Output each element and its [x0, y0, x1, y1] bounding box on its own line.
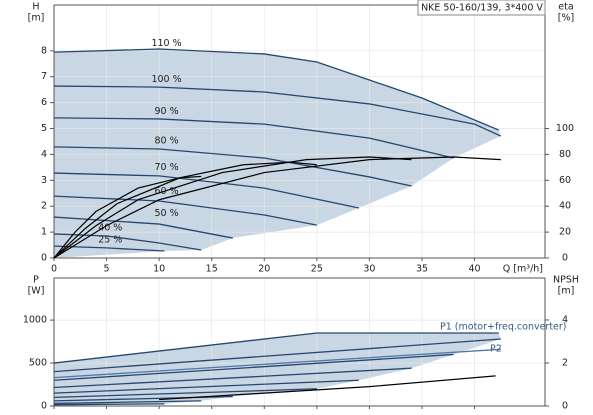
curve [53, 332, 499, 364]
x-tick-label: 5 [104, 264, 110, 275]
secondary-curve [159, 375, 496, 401]
curve-label: 70 % [154, 162, 178, 173]
curve-label: 40 % [98, 222, 122, 233]
x-tick-label: 35 [416, 264, 428, 275]
curve [53, 379, 359, 394]
curve-label: 110 % [151, 38, 181, 49]
y2-axis-label: eta [558, 2, 573, 13]
secondary-curve [53, 156, 501, 259]
y-tick-label: 2 [41, 201, 47, 212]
y2-axis-unit: [%] [558, 13, 574, 24]
annotation: P2 [490, 344, 502, 355]
y-tick-label: 0 [41, 253, 47, 264]
y2-tick-label: 100 [556, 123, 574, 134]
y-tick-label: 3 [41, 175, 47, 186]
y-tick-label: 5 [41, 123, 47, 134]
curve [53, 48, 499, 131]
x-tick-label: 20 [258, 264, 270, 275]
y2-tick-label: 60 [559, 175, 571, 186]
y2-tick-label: 80 [559, 149, 571, 160]
curve [53, 85, 502, 137]
y-tick-label: 0 [41, 401, 47, 412]
secondary-curve [53, 156, 412, 259]
curve [53, 195, 317, 226]
x-tick-label: 25 [311, 264, 323, 275]
curve [53, 338, 501, 373]
y-axis-unit: [m] [28, 13, 45, 24]
curve [53, 400, 202, 405]
plot: 0 500 1000 0 2 4 P[W] NPSH[m] P1 (motor+freq.con… [23, 275, 579, 412]
title-box [417, 0, 546, 16]
y2-axis-unit: [m] [558, 286, 575, 297]
y-tick-label: 6 [41, 97, 47, 108]
y-tick-label: 7 [41, 71, 47, 82]
curve [53, 388, 317, 399]
y-axis-label: H [32, 2, 39, 13]
y-tick-label: 500 [29, 358, 47, 369]
y-axis-unit: [W] [28, 286, 45, 297]
x-tick-label: 40 [469, 264, 481, 275]
curve [53, 146, 412, 187]
curve-label: 25 % [98, 234, 122, 245]
y2-tick-label: 40 [559, 201, 571, 212]
curve [53, 117, 454, 159]
curve-label: 100 % [151, 74, 181, 85]
x-tick-label: 30 [363, 264, 375, 275]
curve [53, 353, 454, 381]
curve [53, 172, 360, 209]
y-tick-label: 1 [41, 227, 47, 238]
y2-tick-label: 0 [562, 253, 568, 264]
y2-tick-label: 4 [562, 314, 568, 325]
x-tick-label: 15 [206, 264, 218, 275]
y-tick-label: 8 [41, 45, 47, 56]
chart-title: NKE 50-160/139, 3*400 V [421, 3, 543, 14]
y-tick-label: 1000 [23, 315, 47, 326]
annotation: P1 (motor+freq.converter) [440, 322, 567, 333]
curve [53, 367, 412, 389]
y2-tick-label: 0 [562, 401, 568, 412]
y-tick-label: 4 [41, 149, 47, 160]
plot-frame [53, 4, 546, 259]
plot-frame [53, 277, 546, 407]
x-tick-label: 10 [153, 264, 165, 275]
y2-tick-label: 2 [562, 357, 568, 368]
x-axis-label: Q [m³/h] [503, 264, 543, 275]
y2-axis-label: NPSH [553, 275, 579, 286]
y-axis-label: P [33, 275, 39, 286]
curve [53, 216, 233, 239]
curve-label: 90 % [154, 106, 178, 117]
curve [53, 233, 202, 251]
secondary-curve [53, 175, 202, 259]
y2-tick-label: 20 [559, 227, 571, 238]
curve [53, 348, 501, 379]
operating-region [54, 49, 501, 258]
curve-label: 60 % [154, 186, 178, 197]
x-tick-label: 0 [51, 264, 57, 275]
curve [53, 403, 165, 406]
curve-label: 50 % [154, 208, 178, 219]
curve-label: 80 % [154, 135, 178, 146]
